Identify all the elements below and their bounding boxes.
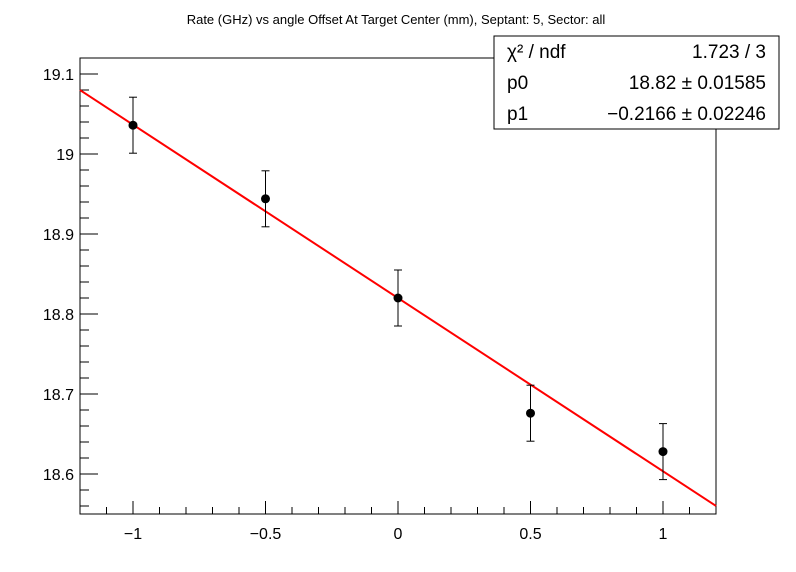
y-axis: 18.6 18.7 18.8 18.9 19 19.1	[43, 57, 98, 507]
data-point	[261, 194, 270, 204]
chart-title: Rate (GHz) vs angle Offset At Target Cen…	[187, 12, 606, 27]
x-tick-label: 0.5	[519, 526, 541, 543]
y-tick-label: 19	[56, 147, 74, 164]
data-point	[393, 293, 403, 303]
stats-p1-value: −0.2166 ± 0.02246	[607, 104, 766, 125]
y-tick-label: 19.1	[43, 67, 74, 84]
stats-box: χ² / ndf 1.723 / 3 p0 18.82 ± 0.01585 p1…	[493, 35, 780, 130]
y-tick-label: 18.8	[43, 307, 74, 324]
x-tick-label: −0.5	[250, 526, 282, 543]
y-tick-label: 18.6	[43, 467, 74, 484]
stats-chi2-label: χ² / ndf	[507, 42, 566, 63]
points-layer	[128, 96, 668, 481]
stats-p0-label: p0	[507, 73, 528, 94]
stats-p1-label: p1	[507, 104, 528, 125]
stats-chi2-value: 1.723 / 3	[692, 42, 766, 63]
x-tick-label: 1	[659, 526, 668, 543]
data-point	[658, 447, 668, 457]
data-point	[526, 408, 535, 418]
x-tick-label: −1	[124, 526, 142, 543]
stats-box-frame	[493, 35, 780, 130]
data-point	[128, 120, 138, 130]
y-tick-label: 18.7	[43, 387, 74, 404]
x-tick-label: 0	[394, 526, 403, 543]
x-axis: −1 −0.5 0 0.5 1	[106, 501, 717, 543]
y-tick-label: 18.9	[43, 227, 74, 244]
stats-p0-value: 18.82 ± 0.01585	[629, 73, 766, 94]
